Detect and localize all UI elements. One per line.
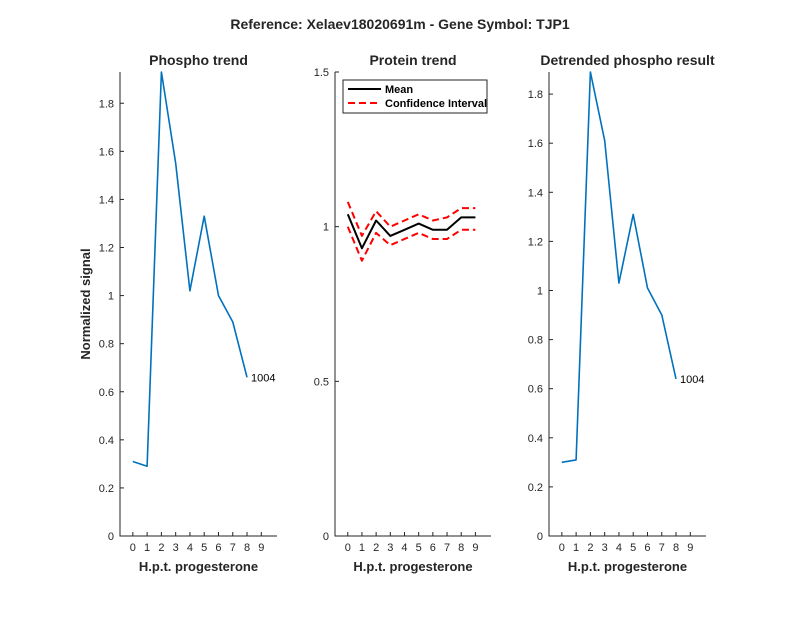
y-tick-label: 1.8 [99, 98, 114, 110]
y-tick-label: 1.2 [528, 236, 543, 248]
series-line-1 [132, 71, 248, 468]
series-line-3 [346, 226, 476, 262]
y-tick-label: 1.6 [99, 146, 114, 158]
y-tick-label: 1.4 [528, 187, 543, 199]
legend-box [342, 79, 488, 114]
point-annotation: 1004 [680, 374, 704, 386]
panel-1: 00.20.40.60.811.21.41.61.80 1 2 3 4 5 6 7 8 9Phos… [78, 52, 277, 574]
x-tick-label: 5 [630, 542, 636, 554]
x-tick-label: 8 [458, 542, 464, 554]
y-tick-label: 0.2 [99, 483, 114, 495]
x-tick-label: 1 [359, 542, 365, 554]
y-axis-label: Normalized signal [78, 248, 93, 359]
y-tick-label: 0.6 [528, 384, 543, 396]
x-tick-label: 2 [587, 542, 593, 554]
figure-suptitle: Reference: Xelaev18020691m - Gene Symbol… [230, 16, 570, 32]
x-tick-label: 0 [559, 542, 565, 554]
y-tick-label: 1.5 [314, 67, 329, 79]
y-tick-label: 1 [108, 291, 114, 303]
x-tick-label: 3 [387, 542, 393, 554]
x-tick-label: 6 [215, 542, 221, 554]
x-tick-label: 8 [673, 542, 679, 554]
x-tick-label: 3 [602, 542, 608, 554]
x-tick-label: 3 [173, 542, 179, 554]
y-tick-label: 0.8 [99, 339, 114, 351]
panel-title: Detrended phospho result [540, 52, 715, 68]
x-tick-label: 4 [187, 542, 193, 554]
axis-lines [119, 72, 277, 537]
x-tick-label: 5 [416, 542, 422, 554]
y-tick-label: 1.2 [99, 243, 114, 255]
y-tick-label: 0.5 [314, 376, 329, 388]
x-axis-label: H.p.t. progesterone [139, 559, 258, 574]
panel-3: 00.20.40.60.811.21.41.61.80 1 2 3 4 5 6 7 8 9Detr… [528, 52, 715, 574]
series-line-1 [561, 71, 677, 464]
y-tick-label: 1.6 [528, 138, 543, 150]
x-axis-label: H.p.t. progesterone [353, 559, 472, 574]
x-tick-label: 0 [130, 542, 136, 554]
y-tick-label: 0.4 [99, 435, 114, 447]
y-tick-label: 0.8 [528, 335, 543, 347]
x-tick-label: 7 [659, 542, 665, 554]
y-tick-label: 0 [537, 531, 543, 543]
x-tick-label: 0 [345, 542, 351, 554]
x-tick-label: 6 [644, 542, 650, 554]
x-tick-label: 7 [230, 542, 236, 554]
x-tick-label: 5 [201, 542, 207, 554]
legend-label: Confidence Interval [385, 98, 487, 110]
point-annotation: 1004 [251, 372, 275, 384]
x-tick-label: 8 [244, 542, 250, 554]
y-tick-label: 0.2 [528, 482, 543, 494]
x-tick-label: 6 [430, 542, 436, 554]
x-tick-label: 2 [158, 542, 164, 554]
x-tick-label: 9 [687, 542, 693, 554]
y-tick-label: 1 [537, 285, 543, 297]
axis-lines [548, 72, 706, 537]
x-tick-label: 1 [144, 542, 150, 554]
y-tick-label: 0.4 [528, 433, 543, 445]
x-tick-label: 4 [401, 542, 407, 554]
x-tick-label: 7 [444, 542, 450, 554]
axis-lines [334, 72, 491, 537]
legend-label: Mean [385, 84, 413, 96]
y-tick-label: 0 [108, 531, 114, 543]
y-tick-label: 1.8 [528, 89, 543, 101]
panels: 00.20.40.60.811.21.41.61.80 1 2 3 4 5 6 7 8 9Phos… [78, 52, 715, 574]
series-line-2 [346, 201, 476, 237]
y-tick-label: 0.6 [99, 387, 114, 399]
x-tick-label: 2 [373, 542, 379, 554]
x-tick-label: 9 [472, 542, 478, 554]
y-tick-label: 0 [323, 531, 329, 543]
series-line-1 [346, 213, 476, 250]
x-tick-label: 4 [616, 542, 622, 554]
panel-title: Phospho trend [149, 52, 248, 68]
x-tick-label: 1 [573, 542, 579, 554]
panel-title: Protein trend [369, 52, 456, 68]
x-axis-label: H.p.t. progesterone [568, 559, 687, 574]
x-tick-label: 9 [258, 542, 264, 554]
y-tick-label: 1.4 [99, 194, 114, 206]
y-tick-label: 1 [323, 222, 329, 234]
legend: Mean Confidence Interval [342, 79, 488, 114]
